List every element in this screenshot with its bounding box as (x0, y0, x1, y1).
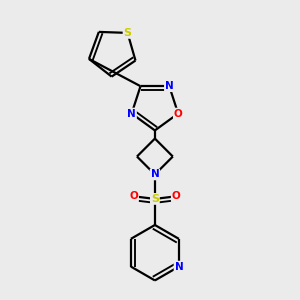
Text: N: N (165, 81, 174, 91)
Text: S: S (124, 28, 132, 38)
Text: O: O (172, 191, 181, 201)
Text: O: O (129, 191, 138, 201)
Text: O: O (174, 109, 182, 118)
Text: N: N (175, 262, 183, 272)
Text: N: N (151, 169, 159, 179)
Text: N: N (127, 109, 136, 118)
Text: S: S (151, 194, 159, 204)
